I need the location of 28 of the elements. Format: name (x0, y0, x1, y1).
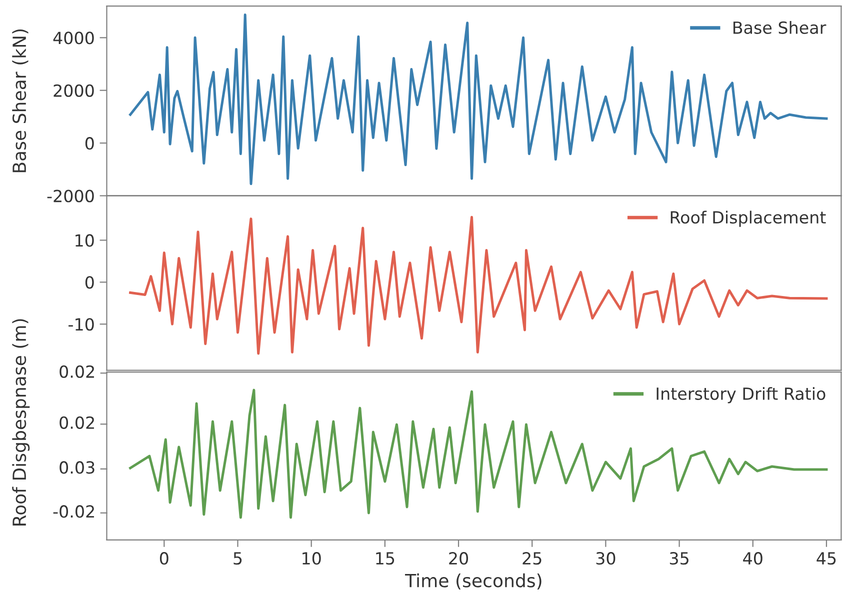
text: 0.02 (60, 416, 94, 429)
y-tick-label: 10 (76, 234, 94, 247)
x-tick-label: 15 (376, 552, 394, 565)
y-tick-label: 0 (85, 276, 94, 289)
y-axis-title: Base Shear (kN) (12, 29, 28, 172)
x-axis-title: Time (seconds) (405, 573, 542, 590)
text: 0.02 (60, 365, 94, 378)
x-tick-label: 45 (816, 552, 836, 565)
x-tick-label: 35 (670, 552, 688, 565)
line-series (129, 14, 828, 186)
y-tick-label: -2000 (47, 190, 94, 202)
y-tick-label: 4000 (53, 32, 94, 44)
y-tick-label: -10 (68, 318, 94, 331)
x-tick-label: 5 (234, 552, 242, 565)
legend-label: Roof Displacement (670, 210, 826, 227)
x-tick-label: 0 (160, 552, 168, 565)
legend-label: Base Shear (733, 21, 826, 34)
y-tick-label: 2000 (54, 84, 94, 97)
text: 0.03 (60, 461, 94, 474)
x-tick-label: 10 (302, 552, 321, 565)
x-tick-label: 20 (449, 552, 468, 565)
x-tick-label: 30 (596, 552, 616, 565)
y-tick-label: 0 (85, 137, 94, 150)
x-tick-label: 40 (743, 552, 762, 565)
text: -0.02 (53, 505, 94, 518)
y-axis-title: Roof Disgbespnase (m) (12, 319, 30, 526)
x-tick-label: 25 (522, 552, 542, 565)
legend-label: Interstory Drift Ratio (656, 387, 826, 404)
